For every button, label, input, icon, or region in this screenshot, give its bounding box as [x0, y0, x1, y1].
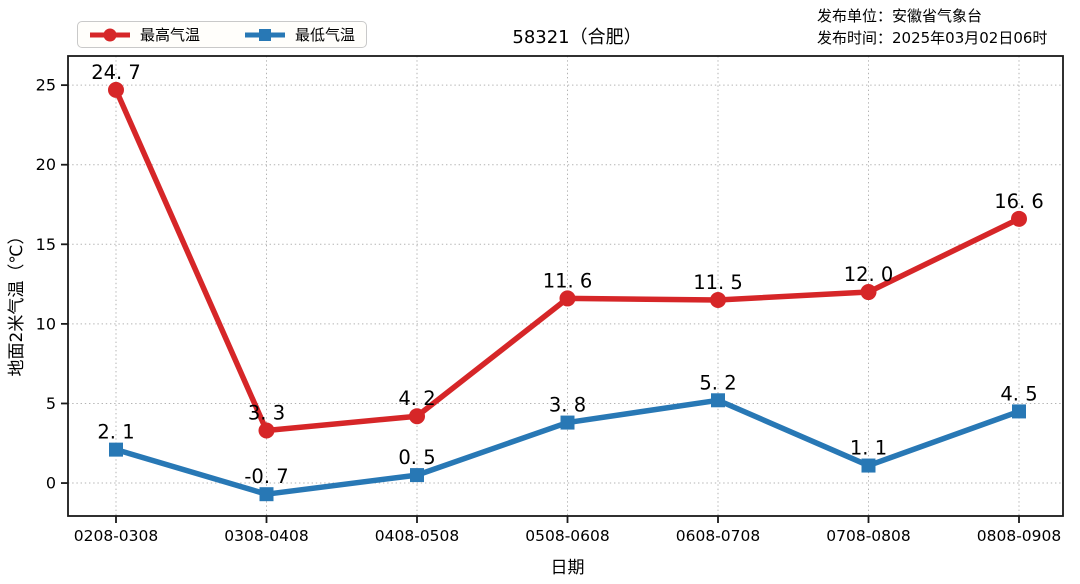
- svg-text:0608-0708: 0608-0708: [676, 527, 761, 545]
- legend-item-max-temp: 最高气温: [89, 24, 200, 45]
- svg-text:25: 25: [36, 76, 56, 95]
- svg-text:24. 7: 24. 7: [91, 61, 141, 84]
- min-temp-line-icon: [245, 28, 286, 41]
- svg-text:0808-0908: 0808-0908: [977, 527, 1062, 545]
- series-markers: [108, 81, 1027, 502]
- svg-text:4. 5: 4. 5: [1000, 382, 1037, 405]
- svg-text:0508-0608: 0508-0608: [525, 527, 610, 545]
- svg-text:0708-0808: 0708-0808: [826, 527, 911, 545]
- legend-label-max-temp: 最高气温: [140, 26, 201, 44]
- publish-info: 发布单位：安徽省气象台 发布时间：2025年03月02日06时: [817, 5, 1047, 49]
- svg-text:3. 3: 3. 3: [248, 402, 285, 425]
- x-axis-title: 日期: [551, 558, 585, 578]
- svg-text:5. 2: 5. 2: [699, 371, 736, 394]
- y-axis: 0 5 10 15 20 25: [36, 76, 68, 493]
- max-temp-line-icon: [90, 28, 130, 41]
- y-axis-title: 地面2米气温（℃）: [7, 228, 27, 377]
- svg-text:5: 5: [46, 394, 56, 413]
- chart-title: 58321（合肥）: [512, 27, 642, 48]
- svg-text:4. 2: 4. 2: [398, 387, 435, 410]
- svg-text:12. 0: 12. 0: [844, 263, 894, 286]
- legend-label-min-temp: 最低气温: [295, 26, 356, 44]
- gridlines: [68, 56, 1063, 516]
- svg-text:0208-0308: 0208-0308: [74, 527, 159, 545]
- x-axis: 0208-0308 0308-0408 0408-0508 0508-0608 0608…: [74, 516, 1062, 545]
- svg-text:10: 10: [36, 314, 56, 333]
- data-labels: 24. 7 3. 3 4. 2 11. 6 11. 5 12. 0 16. 6 2. 1 -0.…: [91, 61, 1044, 488]
- publish-time: 发布时间：2025年03月02日06时: [817, 29, 1048, 47]
- publish-unit: 发布单位：安徽省气象台: [817, 7, 983, 25]
- svg-text:-0. 7: -0. 7: [244, 465, 288, 488]
- svg-text:0. 5: 0. 5: [398, 446, 435, 469]
- svg-text:3. 8: 3. 8: [549, 394, 586, 417]
- svg-text:0408-0508: 0408-0508: [375, 527, 460, 545]
- svg-text:11. 5: 11. 5: [693, 271, 743, 294]
- legend: 最高气温 最低气温: [77, 21, 368, 48]
- svg-text:16. 6: 16. 6: [994, 190, 1044, 213]
- svg-text:15: 15: [36, 235, 56, 254]
- svg-text:2. 1: 2. 1: [97, 421, 134, 444]
- legend-item-min-temp: 最低气温: [244, 24, 355, 45]
- svg-text:0: 0: [46, 474, 56, 493]
- svg-text:1. 1: 1. 1: [850, 437, 887, 460]
- svg-text:20: 20: [36, 155, 56, 174]
- svg-text:0308-0408: 0308-0408: [224, 527, 309, 545]
- svg-text:11. 6: 11. 6: [543, 269, 593, 292]
